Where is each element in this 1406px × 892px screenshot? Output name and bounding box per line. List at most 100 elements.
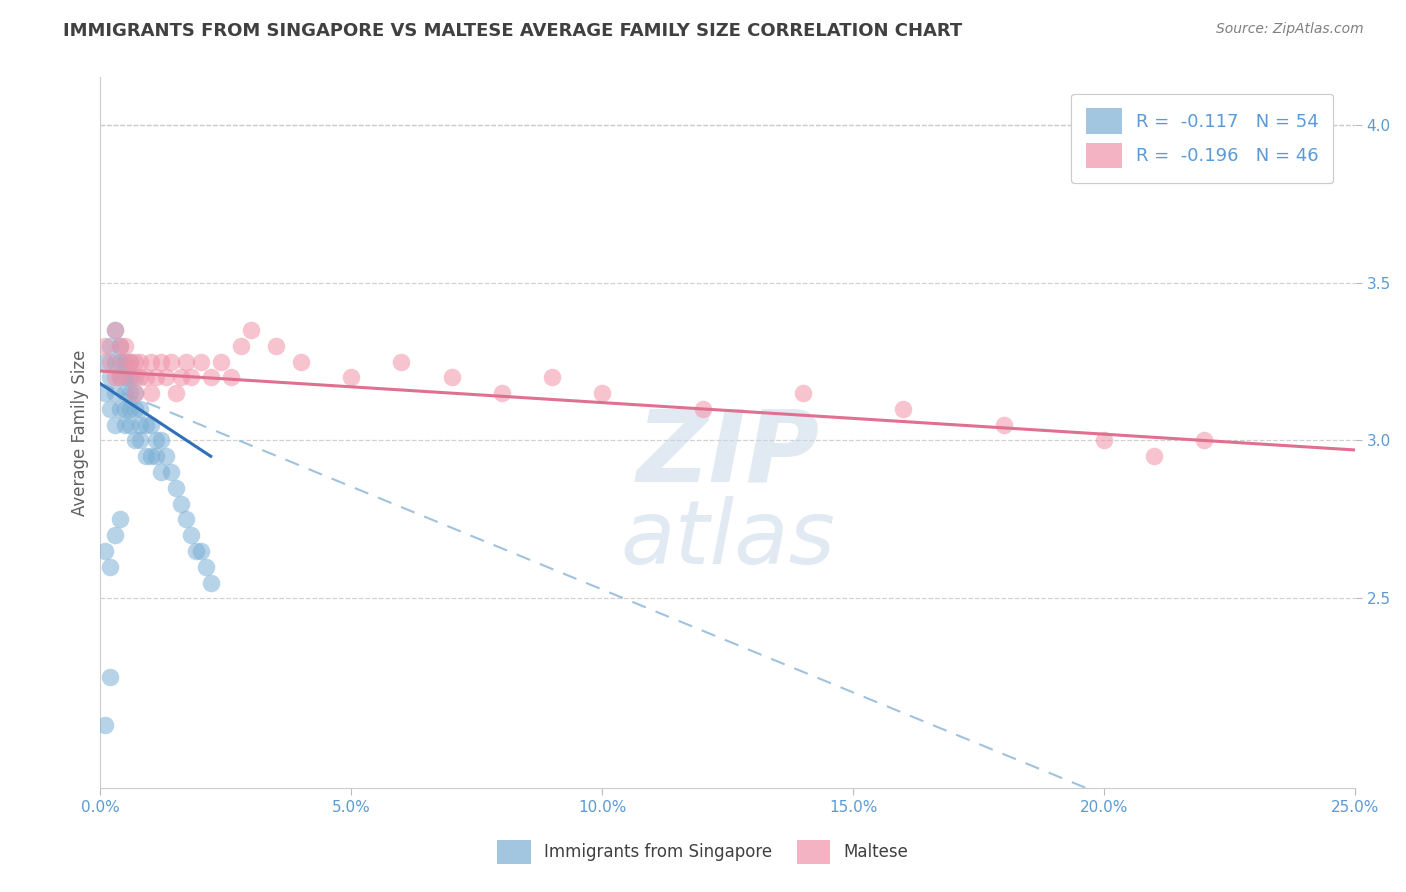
Point: [219, 370, 242, 384]
Point: [110, 512, 132, 526]
Point: [139, 386, 162, 401]
Point: [124, 386, 146, 401]
Text: Source: ZipAtlas.com: Source: ZipAtlas.com: [1216, 22, 1364, 37]
Point: [184, 544, 207, 558]
Point: [139, 417, 162, 432]
Point: [110, 339, 132, 353]
Text: ZIP: ZIP: [636, 405, 820, 502]
Point: [440, 370, 463, 384]
Point: [114, 354, 136, 368]
Point: [165, 481, 187, 495]
Point: [792, 386, 814, 401]
Point: [120, 386, 142, 401]
Point: [94, 544, 117, 558]
Point: [100, 401, 122, 416]
Point: [169, 370, 191, 384]
Point: [180, 528, 202, 542]
Point: [174, 512, 197, 526]
Point: [110, 370, 132, 384]
Point: [129, 401, 152, 416]
Point: [155, 370, 177, 384]
Point: [139, 354, 162, 368]
Point: [169, 497, 191, 511]
Point: [114, 354, 136, 368]
Point: [145, 450, 167, 464]
Point: [239, 323, 262, 337]
Point: [229, 339, 252, 353]
Point: [94, 354, 117, 368]
Point: [94, 339, 117, 353]
Point: [149, 465, 172, 479]
Point: [124, 401, 146, 416]
Point: [1092, 434, 1115, 448]
Point: [129, 370, 152, 384]
Point: [124, 434, 146, 448]
Text: atlas: atlas: [620, 496, 835, 582]
Point: [165, 386, 187, 401]
Point: [114, 370, 136, 384]
Point: [104, 370, 127, 384]
Point: [110, 339, 132, 353]
Text: IMMIGRANTS FROM SINGAPORE VS MALTESE AVERAGE FAMILY SIZE CORRELATION CHART: IMMIGRANTS FROM SINGAPORE VS MALTESE AVE…: [63, 22, 963, 40]
Point: [129, 354, 152, 368]
Point: [110, 354, 132, 368]
Point: [591, 386, 613, 401]
Point: [145, 434, 167, 448]
Point: [100, 370, 122, 384]
Point: [891, 401, 914, 416]
Point: [124, 386, 146, 401]
Point: [94, 717, 117, 731]
Point: [134, 417, 156, 432]
Point: [391, 354, 413, 368]
Point: [100, 354, 122, 368]
Point: [104, 386, 127, 401]
Point: [104, 323, 127, 337]
Y-axis label: Average Family Size: Average Family Size: [72, 350, 89, 516]
Point: [104, 354, 127, 368]
Point: [100, 559, 122, 574]
Point: [1194, 434, 1216, 448]
Point: [134, 450, 156, 464]
Point: [209, 354, 232, 368]
Point: [264, 339, 287, 353]
Point: [104, 528, 127, 542]
Point: [120, 417, 142, 432]
Point: [94, 386, 117, 401]
Point: [129, 417, 152, 432]
Point: [120, 370, 142, 384]
Point: [149, 434, 172, 448]
Point: [993, 417, 1015, 432]
Point: [100, 339, 122, 353]
Point: [200, 370, 222, 384]
Point: [340, 370, 363, 384]
Point: [139, 450, 162, 464]
Point: [124, 370, 146, 384]
Point: [104, 417, 127, 432]
Point: [1143, 450, 1166, 464]
Point: [190, 544, 212, 558]
Point: [290, 354, 312, 368]
Legend: R =  -0.117   N = 54, R =  -0.196   N = 46: R = -0.117 N = 54, R = -0.196 N = 46: [1071, 94, 1333, 183]
Point: [692, 401, 714, 416]
Point: [159, 465, 181, 479]
Point: [120, 354, 142, 368]
Point: [129, 434, 152, 448]
Point: [120, 370, 142, 384]
Point: [110, 370, 132, 384]
Point: [104, 323, 127, 337]
Point: [100, 670, 122, 684]
Point: [200, 575, 222, 590]
Point: [491, 386, 513, 401]
Point: [114, 417, 136, 432]
Legend: Immigrants from Singapore, Maltese: Immigrants from Singapore, Maltese: [491, 833, 915, 871]
Point: [159, 354, 181, 368]
Point: [114, 339, 136, 353]
Point: [124, 354, 146, 368]
Point: [120, 354, 142, 368]
Point: [149, 354, 172, 368]
Point: [114, 386, 136, 401]
Point: [155, 450, 177, 464]
Point: [174, 354, 197, 368]
Point: [190, 354, 212, 368]
Point: [120, 401, 142, 416]
